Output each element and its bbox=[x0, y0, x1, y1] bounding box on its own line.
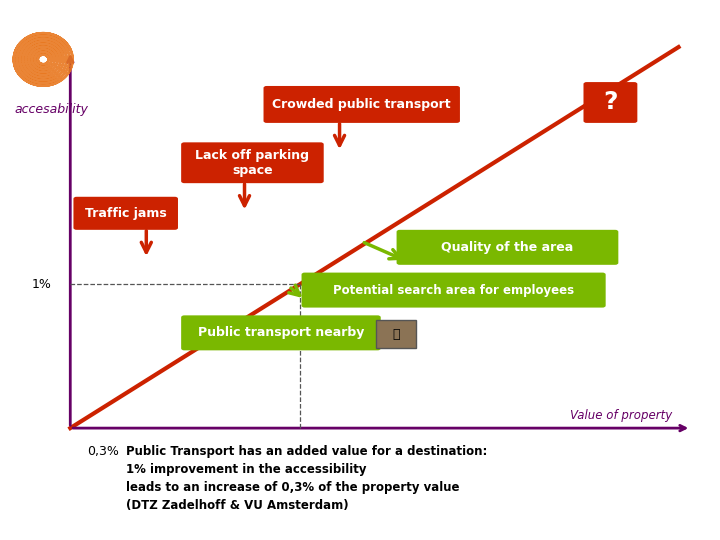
Text: Potential search area for employees: Potential search area for employees bbox=[333, 284, 574, 296]
FancyBboxPatch shape bbox=[583, 82, 637, 123]
FancyBboxPatch shape bbox=[264, 86, 460, 123]
FancyBboxPatch shape bbox=[377, 320, 415, 348]
FancyBboxPatch shape bbox=[73, 197, 178, 230]
Text: Quality of the area: Quality of the area bbox=[441, 241, 574, 254]
Text: Value of property: Value of property bbox=[570, 409, 672, 422]
FancyBboxPatch shape bbox=[397, 230, 618, 265]
Text: Public Transport has an added value for a destination:
1% improvement in the acc: Public Transport has an added value for … bbox=[126, 446, 487, 512]
Text: ?: ? bbox=[603, 91, 618, 114]
FancyBboxPatch shape bbox=[181, 315, 381, 350]
Text: 1%: 1% bbox=[32, 278, 51, 291]
Text: 0,3%: 0,3% bbox=[87, 446, 119, 458]
Text: Crowded public transport: Crowded public transport bbox=[272, 98, 451, 111]
FancyBboxPatch shape bbox=[181, 143, 324, 183]
Text: Lack off parking
space: Lack off parking space bbox=[195, 148, 310, 177]
Text: Public transport nearby: Public transport nearby bbox=[198, 326, 364, 339]
Text: accesability: accesability bbox=[14, 103, 89, 116]
FancyBboxPatch shape bbox=[302, 273, 606, 308]
Text: 🚇: 🚇 bbox=[392, 328, 400, 341]
Text: Traffic jams: Traffic jams bbox=[85, 207, 166, 220]
